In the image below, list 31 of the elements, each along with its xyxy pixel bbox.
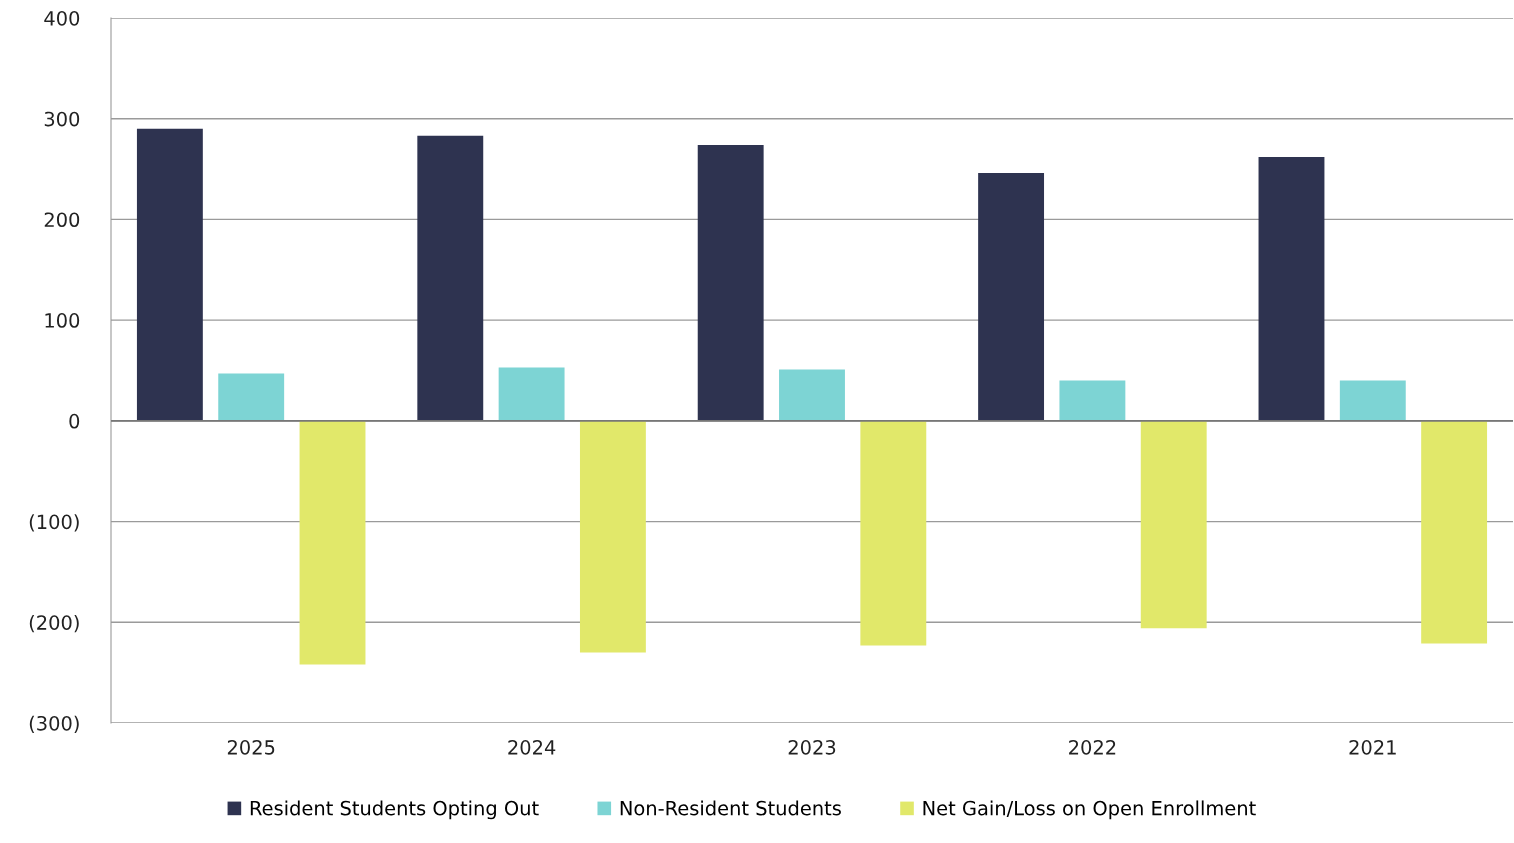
x-tick-label: 2024 <box>508 740 556 755</box>
bar <box>1258 156 1325 421</box>
bar <box>779 369 845 421</box>
bar <box>417 135 484 421</box>
bar <box>498 367 565 421</box>
bar <box>218 373 285 421</box>
y-tick-label: (100) <box>29 514 79 532</box>
bar <box>1140 420 1207 629</box>
y-tick-label: 100 <box>45 313 80 328</box>
legend-label: Net Gain/Loss on Open Enrollment <box>923 800 1256 820</box>
y-tick-label: (200) <box>29 614 79 633</box>
bar <box>978 173 1045 421</box>
bar <box>1059 380 1126 421</box>
bar <box>1421 420 1488 644</box>
legend-label: Non-Resident Students <box>620 800 841 816</box>
legend-label: Resident Students Opting Out <box>250 800 539 820</box>
y-tick-label: 400 <box>44 10 80 26</box>
x-tick-label: 2021 <box>1349 740 1396 755</box>
x-tick-label: 2022 <box>1069 740 1116 755</box>
y-tick-label: 200 <box>44 212 80 228</box>
y-tick-label: 300 <box>44 111 80 127</box>
bar <box>1339 380 1406 421</box>
bar <box>136 128 203 421</box>
bar <box>299 420 366 665</box>
x-tick-label: 2023 <box>788 740 836 755</box>
bar <box>697 144 764 421</box>
bar <box>579 420 646 653</box>
y-tick-label: 0 <box>69 413 80 429</box>
x-tick-label: 2025 <box>227 740 275 755</box>
bar <box>860 420 927 646</box>
y-tick-label: (300) <box>29 715 79 733</box>
